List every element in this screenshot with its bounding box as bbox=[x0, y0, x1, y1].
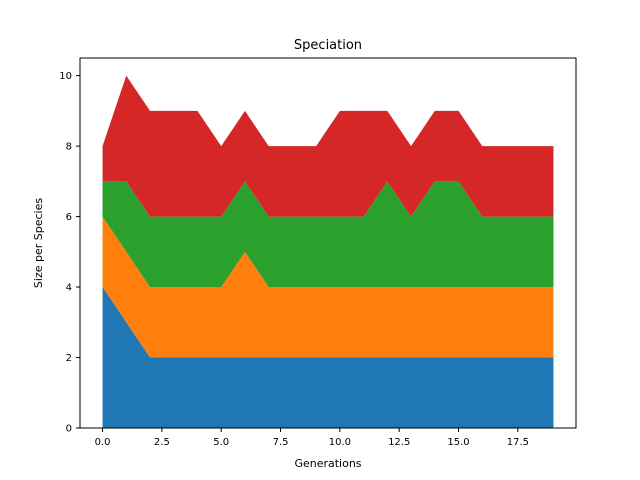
y-axis-label: Size per Species bbox=[32, 198, 45, 288]
y-tick-label: 4 bbox=[66, 283, 72, 294]
area-series-4 bbox=[102, 75, 554, 217]
x-tick-label: 10.0 bbox=[329, 437, 351, 448]
y-tick-label: 0 bbox=[66, 424, 72, 435]
stacked-areas bbox=[102, 75, 554, 428]
x-tick-label: 0.0 bbox=[95, 437, 111, 448]
x-axis-label: Generations bbox=[294, 457, 361, 470]
y-tick-label: 6 bbox=[66, 212, 72, 223]
x-tick-label: 7.5 bbox=[273, 437, 289, 448]
area-series-3 bbox=[102, 181, 554, 288]
x-axis-ticks: 0.0 2.5 5.0 7.5 10.0 12.5 15.0 17.5 bbox=[95, 428, 529, 448]
plot-frame bbox=[79, 57, 577, 429]
y-tick-label: 10 bbox=[59, 71, 72, 82]
area-series-1 bbox=[102, 287, 554, 428]
area-series-2 bbox=[102, 216, 554, 358]
x-tick-label: 12.5 bbox=[388, 437, 410, 448]
x-tick-label: 5.0 bbox=[213, 437, 229, 448]
chart-title: Speciation bbox=[294, 38, 362, 53]
y-tick-label: 8 bbox=[66, 142, 72, 153]
x-tick-label: 15.0 bbox=[447, 437, 469, 448]
x-tick-label: 2.5 bbox=[154, 437, 170, 448]
y-tick-label: 2 bbox=[66, 353, 72, 364]
x-tick-label: 17.5 bbox=[507, 437, 529, 448]
y-axis-ticks: 0 2 4 6 8 10 bbox=[59, 71, 80, 435]
